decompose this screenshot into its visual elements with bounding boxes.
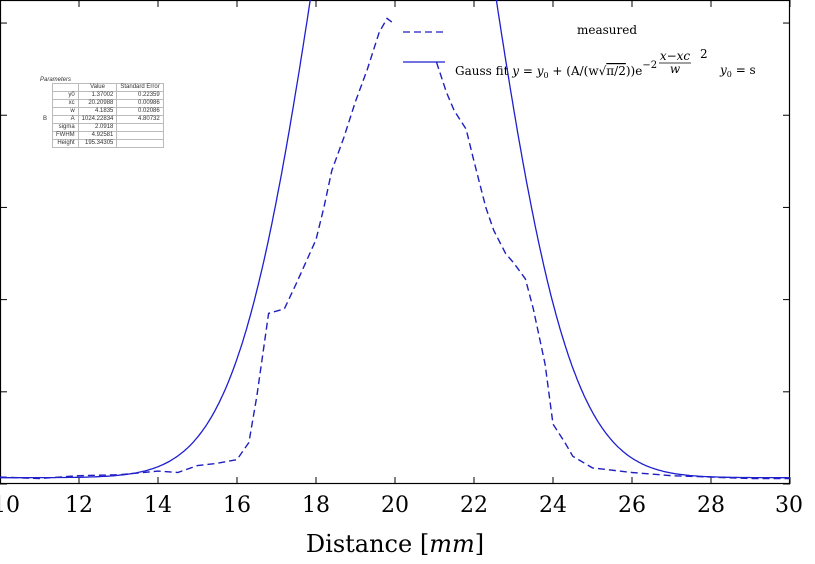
gauss-fit-series-line [495,0,790,479]
parameters-grid: Value Standard Error y0 1.37002 0.22359 xc 20.… [40,83,164,148]
parameters-cell: FWHM [52,131,79,140]
legend-fraction-denominator: w [670,62,681,76]
parameters-group-label [40,92,53,100]
x-tick-label: 30 [775,493,803,518]
parameters-cell: A [52,115,79,124]
parameters-cell: 195.34305 [77,139,118,148]
parameters-header-cell: Value [77,83,118,92]
parameters-cell: Height [52,139,79,148]
parameters-cell: y0 [52,91,79,100]
measured-series-line [435,61,790,480]
x-tick-label: 18 [302,493,330,518]
x-tick-labels: 10 12 14 16 18 20 22 24 26 28 30 [0,493,803,518]
parameters-header-row: Value Standard Error [40,83,164,92]
parameters-group-label [40,108,53,116]
parameters-cell [116,131,164,140]
parameters-cell: 20.20988 [77,99,118,108]
parameters-table: Parameters Value Standard Error y0 1.37002 0… [40,77,164,148]
parameters-cell: 4.92581 [77,131,118,140]
parameters-cell: 4.1835 [77,107,118,116]
x-tick-label: 28 [697,493,725,518]
axis-ticks [0,0,791,485]
legend-measured-label: measured [577,23,637,37]
legend-fit-tail: y0 = s [719,63,756,79]
parameters-row: Height 195.34305 [40,139,164,148]
x-tick-label: 20 [381,493,409,518]
parameters-group-label [40,100,53,108]
parameters-row: y0 1.37002 0.22359 [40,91,164,100]
parameters-row: FWHM 4.92581 [40,131,164,140]
x-tick-label: 12 [65,493,93,518]
legend-fraction-numerator: x−xc [660,49,691,63]
parameters-cell [116,123,164,132]
parameters-cell [116,139,164,148]
x-tick-label: 14 [144,493,172,518]
parameters-cell: 1024.22834 [77,115,118,124]
parameters-header-cell [52,83,79,92]
parameters-cell: 0.00986 [116,99,164,108]
parameters-cell: xc [52,99,79,108]
parameters-header-cell: Standard Error [116,83,164,92]
parameters-cell: 0.22359 [116,91,164,100]
parameters-row: w 4.1835 0.02086 [40,107,164,116]
parameters-row: B A 1024.22834 4.80732 [40,115,164,124]
parameters-group-label [40,132,53,140]
series-layer [0,0,790,480]
x-tick-label: 10 [0,493,20,518]
x-tick-label: 24 [539,493,567,518]
parameters-group-label: B [43,116,48,122]
parameters-cell: sigma [52,123,79,132]
parameters-cell: 0.02086 [116,107,164,116]
parameters-cell: w [52,107,79,116]
x-tick-label: 22 [460,493,488,518]
parameters-cell: 2.0918 [77,123,118,132]
x-axis-title: Distance [mm] [306,530,484,558]
parameters-cell: 4.80732 [116,115,164,124]
legend-fit-formula: Gauss fit y = y0 + (A/(w√π/2))e−2 [455,60,657,80]
x-tick-label: 26 [618,493,646,518]
parameters-row: sigma 2.0918 [40,123,164,132]
gauss-fit-series-line [0,0,311,479]
parameters-group-label [40,124,53,132]
measured-series-line [0,17,394,480]
legend: measured Gauss fit y = y0 + (A/(w√π/2))e−… [403,23,756,80]
parameters-cell: 1.37002 [77,91,118,100]
parameters-group-label [40,140,53,148]
parameters-caption: Parameters [40,77,72,83]
x-tick-label: 16 [223,493,251,518]
parameters-row: xc 20.20988 0.00986 [40,99,164,108]
legend-exponent-power: 2 [700,47,708,61]
